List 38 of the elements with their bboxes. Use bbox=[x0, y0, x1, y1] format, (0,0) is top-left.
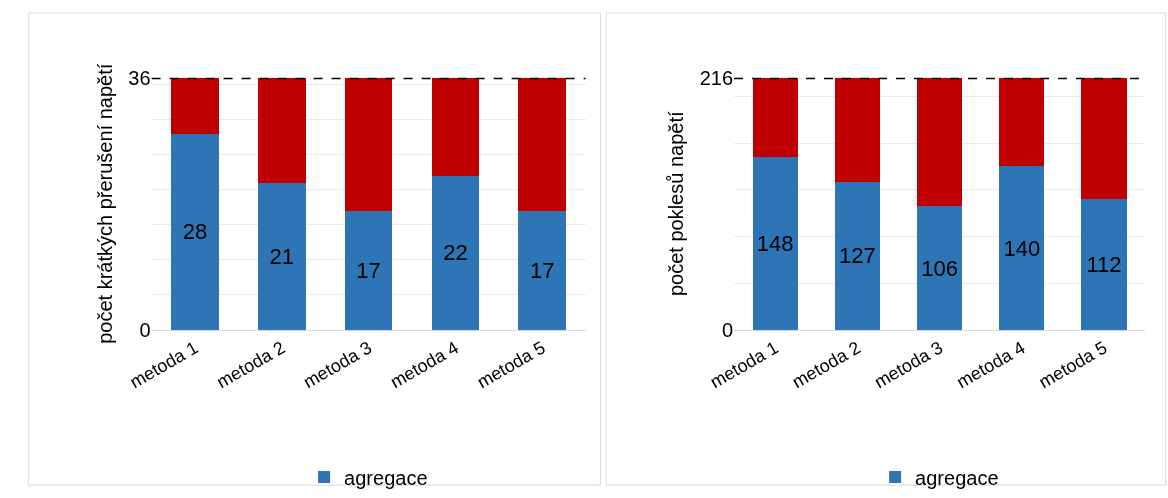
y-axis-title: počet poklesů napětí bbox=[665, 111, 688, 297]
bar bbox=[999, 77, 1045, 167]
data-label: 21 bbox=[269, 243, 295, 269]
data-label: 22 bbox=[443, 240, 468, 266]
y-tick-label: 36 bbox=[128, 66, 151, 89]
data-label: 17 bbox=[356, 257, 381, 283]
bar bbox=[171, 77, 219, 134]
bar bbox=[916, 77, 963, 207]
legend-label: agregace bbox=[915, 466, 999, 489]
bar bbox=[431, 77, 480, 176]
legend-label: agregace bbox=[344, 466, 428, 489]
bar bbox=[834, 77, 880, 182]
bar bbox=[518, 210, 567, 330]
bar bbox=[1081, 77, 1127, 200]
data-label: 127 bbox=[839, 243, 876, 269]
bar bbox=[752, 77, 798, 158]
bar bbox=[431, 175, 480, 330]
bar bbox=[916, 206, 963, 330]
bar bbox=[999, 166, 1045, 330]
bar bbox=[344, 77, 393, 211]
bar bbox=[518, 77, 567, 211]
bar bbox=[1081, 199, 1127, 330]
bar bbox=[171, 133, 219, 330]
y-axis-title: počet krátkých přerušení napětí bbox=[93, 63, 116, 344]
y-tick-label: 0 bbox=[139, 318, 151, 341]
bar bbox=[344, 210, 393, 330]
bar bbox=[752, 157, 798, 330]
data-label: 112 bbox=[1086, 252, 1122, 278]
y-tick-label: 0 bbox=[721, 318, 734, 341]
data-label: 106 bbox=[921, 255, 958, 281]
data-label: 17 bbox=[529, 257, 555, 283]
data-label: 28 bbox=[182, 219, 208, 245]
bar bbox=[257, 182, 306, 330]
bar bbox=[834, 181, 880, 330]
y-tick-label: 216 bbox=[699, 66, 734, 89]
bar bbox=[257, 77, 306, 183]
data-label: 148 bbox=[756, 230, 794, 256]
data-label: 140 bbox=[1003, 235, 1041, 261]
